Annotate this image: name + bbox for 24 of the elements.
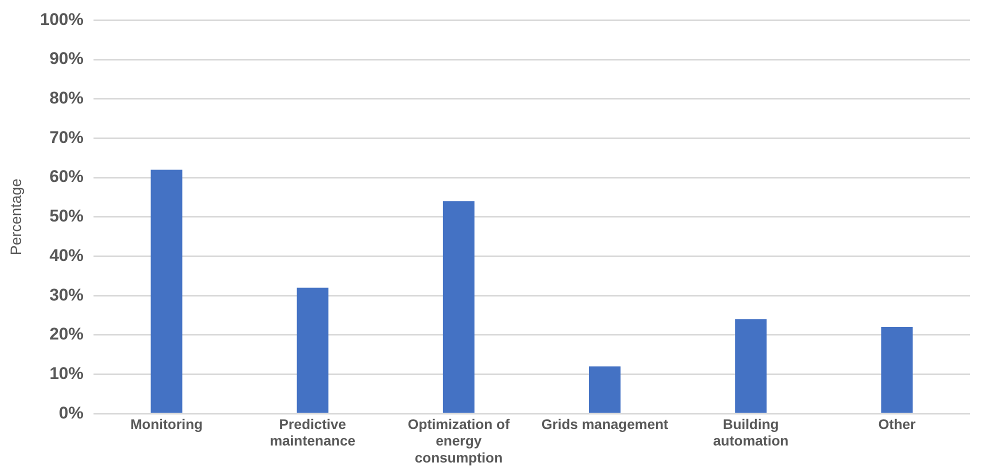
x-tick-label: Optimization of energy consumption (408, 416, 510, 466)
y-tick-label: 40% (49, 246, 84, 265)
y-tick-label: 30% (49, 285, 84, 304)
y-tick-label: 100% (40, 10, 84, 29)
x-tick-label: Predictive maintenance (270, 416, 356, 449)
x-tick-label: Grids management (541, 416, 669, 432)
x-tick-label: Building automation (713, 416, 789, 449)
x-tick-label: Monitoring (130, 416, 203, 432)
y-tick-label: 60% (49, 167, 84, 186)
bar (150, 170, 182, 413)
y-tick-label: 10% (49, 364, 84, 383)
bar (735, 319, 767, 413)
y-tick-label: 70% (49, 128, 84, 147)
y-tick-label: 50% (49, 206, 84, 226)
bar (881, 327, 913, 413)
bar (589, 366, 621, 413)
y-tick-label: 0% (58, 403, 84, 422)
y-tick-label: 80% (49, 88, 84, 108)
bar (296, 288, 328, 413)
y-tick-label: 90% (49, 49, 84, 68)
x-tick-label: Other (878, 416, 916, 432)
bar (442, 201, 474, 413)
y-axis-title: Percentage (8, 178, 26, 256)
y-tick-label: 20% (49, 324, 84, 344)
